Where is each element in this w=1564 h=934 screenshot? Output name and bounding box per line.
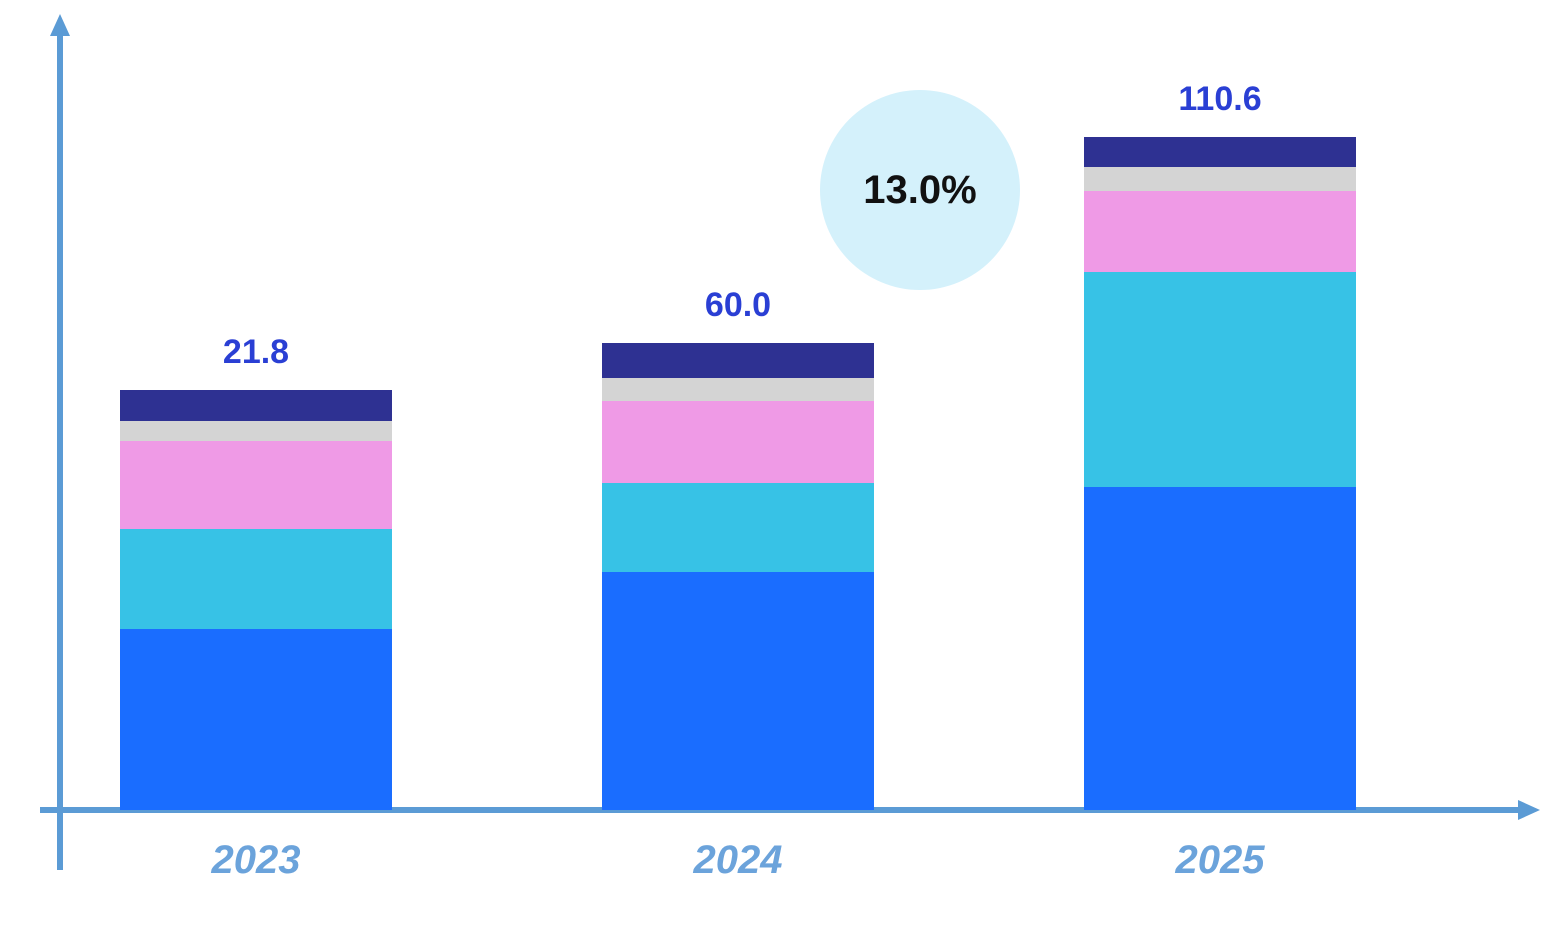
bar-seg-3 xyxy=(602,401,874,483)
bar-seg-5 xyxy=(1084,137,1356,167)
stacked-bar-chart: 21.8 2023 60.0 2024 110.6 2025 13.0% xyxy=(0,0,1564,934)
x-label-2024: 2024 xyxy=(562,838,914,883)
bar-seg-4 xyxy=(120,421,392,441)
bar-2025: 110.6 xyxy=(1084,137,1356,810)
bar-seg-1 xyxy=(120,629,392,810)
bar-seg-2 xyxy=(602,483,874,572)
bar-seg-2 xyxy=(1084,272,1356,487)
callout-text: 13.0% xyxy=(863,168,976,213)
bar-seg-1 xyxy=(602,572,874,810)
bar-total-label: 60.0 xyxy=(602,286,874,325)
x-axis-arrow xyxy=(1518,800,1540,820)
bar-2023: 21.8 xyxy=(120,390,392,810)
y-axis xyxy=(57,32,63,870)
bar-2024: 60.0 xyxy=(602,343,874,810)
x-label-2023: 2023 xyxy=(80,838,432,883)
bar-seg-1 xyxy=(1084,487,1356,810)
bar-seg-3 xyxy=(120,441,392,529)
x-label-2025: 2025 xyxy=(1044,838,1396,883)
bar-seg-5 xyxy=(602,343,874,378)
bar-seg-4 xyxy=(602,378,874,401)
bar-total-label: 21.8 xyxy=(120,333,392,372)
y-axis-arrow xyxy=(50,14,70,36)
callout-circle: 13.0% xyxy=(820,90,1020,290)
bar-seg-3 xyxy=(1084,191,1356,272)
bar-seg-4 xyxy=(1084,167,1356,191)
bar-seg-5 xyxy=(120,390,392,421)
bar-seg-2 xyxy=(120,529,392,629)
bar-total-label: 110.6 xyxy=(1084,80,1356,119)
